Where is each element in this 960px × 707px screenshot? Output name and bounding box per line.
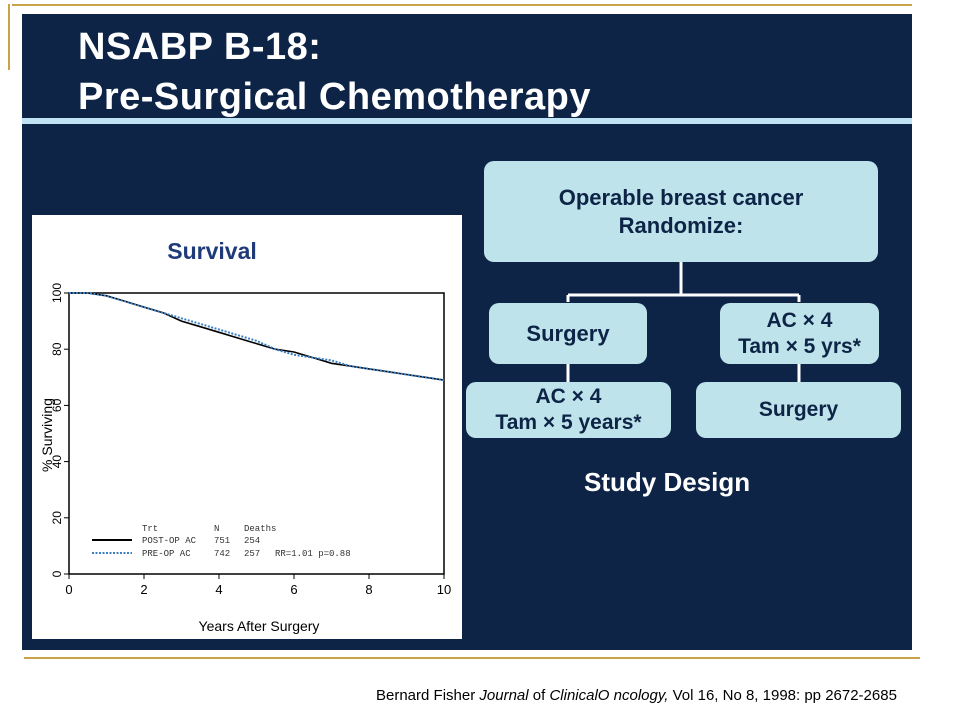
left-arm-chemo-box: AC × 4 Tam × 5 years* — [466, 382, 671, 438]
legend-row1-deaths: 254 — [244, 536, 260, 546]
y-tick-label: 100 — [50, 283, 64, 303]
legend-row1-trt: POST-OP AC — [142, 536, 197, 546]
y-axis-label: % Surviving — [39, 398, 55, 472]
series-line-pre-op — [69, 292, 445, 382]
citation: Bernard Fisher Journal of ClinicalO ncol… — [376, 687, 897, 704]
legend-row2-stats: RR=1.01 p=0.88 — [275, 549, 351, 559]
legend-row2-deaths: 257 — [244, 549, 260, 559]
citation-journal-name: ClinicalO ncology, — [549, 687, 669, 704]
x-tick-label: 8 — [365, 582, 372, 597]
legend-row1-n: 751 — [214, 536, 230, 546]
series-layer — [69, 292, 445, 382]
left-arm-surgery-label: Surgery — [526, 320, 610, 346]
x-tick-label: 4 — [215, 582, 222, 597]
legend-header-deaths: Deaths — [244, 524, 276, 534]
citation-author: Bernard Fisher — [376, 687, 476, 704]
x-tick-label: 10 — [437, 582, 451, 597]
study-design-connectors — [566, 262, 801, 382]
right-arm-surgery-box: Surgery — [696, 382, 901, 438]
top-gold-rule — [12, 4, 912, 6]
randomize-line1: Operable breast cancer — [558, 184, 804, 210]
right-arm-chemo-line1: AC × 4 — [766, 308, 833, 332]
slide-title-line2: Pre-Surgical Chemotherapy — [78, 76, 591, 118]
citation-of: of — [532, 687, 546, 704]
x-tick-label: 6 — [290, 582, 297, 597]
right-arm-surgery-label: Surgery — [758, 398, 839, 421]
randomize-box: Operable breast cancer Randomize: — [484, 161, 878, 262]
survival-chart-panel: Survival 0 20 40 60 80 100 0 2 4 6 8 10 % Survivin… — [32, 215, 462, 639]
y-tick-label: 80 — [50, 342, 64, 356]
bottom-gold-rule — [24, 657, 920, 659]
plot-frame — [68, 292, 445, 575]
legend-header-trt: Trt — [142, 524, 158, 534]
right-arm-chemo-line2: Tam × 5 yrs* — [738, 334, 861, 358]
x-axis: 0 2 4 6 8 10 — [65, 574, 451, 597]
left-arm-chemo-line2: Tam × 5 years* — [495, 411, 642, 434]
y-tick-label: 0 — [50, 570, 64, 577]
y-tick-label: 60 — [50, 398, 64, 412]
y-tick-label: 20 — [50, 511, 64, 525]
legend-row2-n: 742 — [214, 549, 230, 559]
y-tick-label: 40 — [50, 455, 64, 469]
citation-journal-word: Journal — [479, 687, 529, 704]
x-tick-label: 0 — [65, 582, 72, 597]
survival-chart: Survival 0 20 40 60 80 100 0 2 4 6 8 10 % Survivin… — [39, 238, 451, 634]
study-design-caption: Study Design — [584, 467, 751, 497]
x-axis-label: Years After Surgery — [199, 618, 320, 634]
citation-details: Vol 16, No 8, 1998: pp 2672-2685 — [672, 687, 897, 704]
chart-legend: Trt N Deaths POST-OP AC 751 254 PRE-OP A… — [92, 524, 351, 559]
left-gold-rule — [8, 4, 10, 70]
randomize-line2: Randomize: — [618, 212, 744, 238]
left-arm-surgery-box: Surgery — [489, 303, 647, 364]
slide-title-line1: NSABP B-18: — [78, 26, 322, 68]
legend-header-n: N — [214, 524, 219, 534]
right-arm-chemo-box: AC × 4 Tam × 5 yrs* — [720, 303, 879, 364]
title-underline — [22, 118, 912, 124]
chart-title: Survival — [167, 238, 257, 264]
x-tick-label: 2 — [140, 582, 147, 597]
y-axis: 0 20 40 60 80 100 — [50, 283, 69, 577]
slide-title: NSABP B-18: Pre-Surgical Chemotherapy — [78, 22, 591, 122]
left-arm-chemo-line1: AC × 4 — [535, 385, 602, 408]
slide: NSABP B-18: Pre-Surgical Chemotherapy Su… — [22, 14, 912, 650]
legend-row2-trt: PRE-OP AC — [142, 549, 191, 559]
